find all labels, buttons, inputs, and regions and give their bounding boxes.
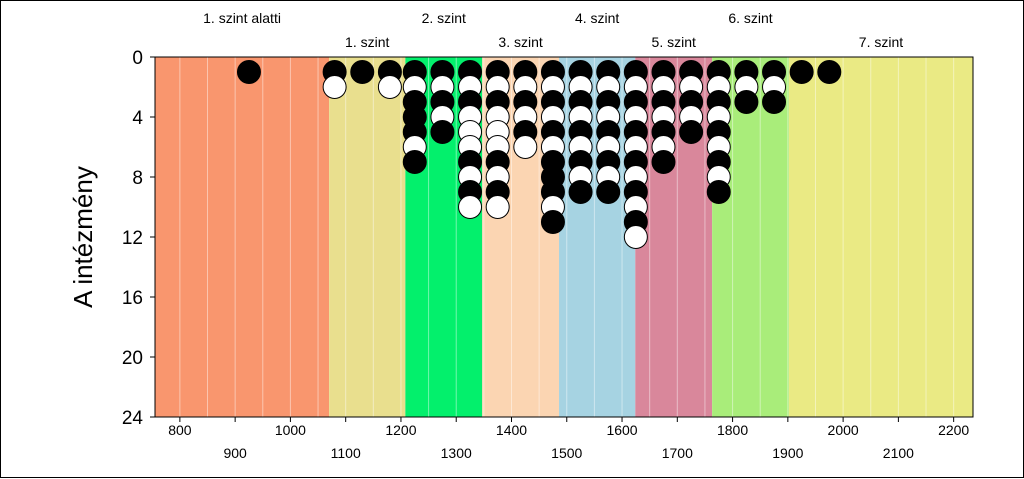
level-band-label: 1. szint [345,34,389,50]
data-point-filled [596,180,621,204]
x-tick-label-upper: 1800 [717,422,748,438]
y-tick-label: 16 [122,288,143,309]
data-point-filled [430,120,455,144]
level-band [329,57,406,417]
data-point-filled [568,180,593,204]
x-tick-label-upper: 1000 [275,422,306,438]
data-point-filled [817,60,842,84]
data-point-filled [789,60,814,84]
data-point-filled [679,120,704,144]
y-tick-label: 20 [122,348,143,369]
data-points [236,60,842,249]
y-tick-label: 4 [132,108,143,129]
level-band-label: 5. szint [652,34,696,50]
data-point-filled [236,60,261,84]
y-tick-label: 0 [132,48,143,69]
y-axis-label: A intézmény [68,166,98,308]
y-tick-label: 24 [122,408,144,429]
x-tick-label-upper: 2200 [938,422,969,438]
x-tick-label-upper: 1400 [496,422,527,438]
x-tick-label-lower: 1500 [551,445,582,461]
x-tick-label-lower: 1900 [772,445,803,461]
data-point-open [458,195,483,219]
level-band-label: 3. szint [498,34,542,50]
level-band-label: 7. szint [859,34,903,50]
data-point-open [322,75,347,99]
y-tick-label: 12 [122,228,143,249]
data-point-open [377,75,402,99]
y-axis-ticks: 0 4 8 12 16 20 24 [122,48,155,429]
data-point-filled [402,150,427,174]
data-point-open [513,135,538,159]
level-band-label: 1. szint alatti [203,10,281,26]
data-point-filled [651,150,676,174]
level-band-label: 2. szint [422,10,466,26]
x-tick-label-lower: 1100 [331,445,361,461]
x-tick-label-lower: 2100 [883,445,914,461]
level-band-label: 6. szint [728,10,772,26]
x-tick-label-lower: 900 [223,445,247,461]
vertical-gridlines [179,57,955,417]
level-band [155,57,330,417]
level-bands [155,57,973,417]
level-band [788,57,973,417]
x-tick-label-upper: 1200 [385,422,416,438]
x-tick-label-upper: 1600 [606,422,637,438]
data-point-open [623,225,648,249]
data-point-filled [762,90,787,114]
data-point-filled [540,210,565,234]
y-tick-label: 8 [132,168,143,189]
x-tick-label-lower: 1700 [662,445,693,461]
x-tick-label-upper: 800 [168,422,192,438]
x-tick-label-upper: 2000 [828,422,859,438]
x-tick-label-lower: 1300 [441,445,472,461]
data-point-filled [706,180,731,204]
data-point-filled [734,90,759,114]
data-point-filled [350,60,375,84]
data-point-open [485,195,510,219]
level-band-labels: 1. szint alatti 1. szint 2. szint 3. szint 4… [203,10,903,50]
x-axis-ticks: 800 1000 1200 1400 1600 1800 2000 2200 900 1100 13… [168,417,969,461]
level-band-label: 4. szint [575,10,619,26]
